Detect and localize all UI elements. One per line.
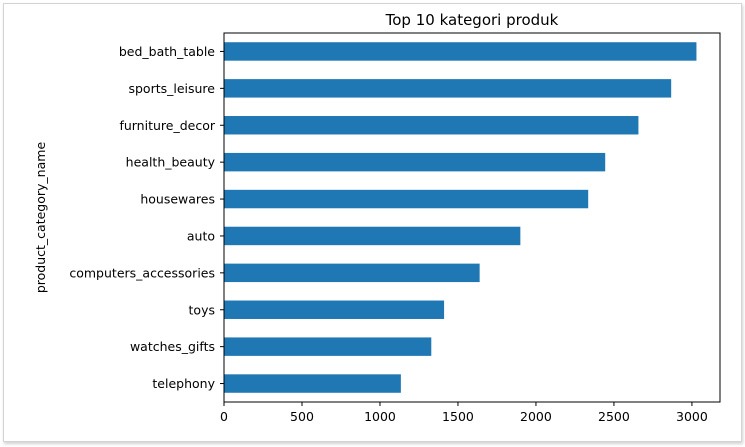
plot-area-frame <box>223 32 721 403</box>
y-tick-label-watches_gifts: watches_gifts <box>130 339 215 354</box>
x-tick-label-0: 0 <box>220 409 228 424</box>
chart-frame <box>3 3 742 442</box>
bar-toys <box>224 300 445 319</box>
x-tick-label-500: 500 <box>290 409 314 424</box>
y-axis-ticks: bed_bath_table sports_leisure furniture_de… <box>69 44 224 391</box>
bar-bed_bath_table <box>224 42 697 61</box>
x-tick-label-1000: 1000 <box>364 409 396 424</box>
y-tick-label-bed_bath_table: bed_bath_table <box>119 44 215 59</box>
y-tick-label-sports_leisure: sports_leisure <box>128 81 215 96</box>
x-axis-ticks: 0 500 1000 1500 2000 2500 3000 <box>220 402 708 424</box>
y-tick-label-furniture_decor: furniture_decor <box>119 118 215 133</box>
bar-housewares <box>224 189 589 209</box>
y-tick-label-housewares: housewares <box>140 192 215 207</box>
bar-furniture_decor <box>224 116 639 135</box>
bar-sports_leisure <box>224 79 672 98</box>
bar-auto <box>224 226 521 246</box>
y-tick-label-auto: auto <box>187 228 215 243</box>
y-tick-label-health_beauty: health_beauty <box>126 155 216 170</box>
y-tick-label-telephony: telephony <box>152 376 215 391</box>
x-tick-label-2000: 2000 <box>520 409 552 424</box>
bars-group <box>224 42 697 393</box>
y-tick-label-computers_accessories: computers_accessories <box>69 265 215 280</box>
chart-title: Top 10 kategori produk <box>385 11 559 29</box>
bar-health_beauty <box>224 152 606 172</box>
y-tick-label-toys: toys <box>189 302 215 317</box>
bar-computers_accessories <box>224 263 480 283</box>
x-tick-label-2500: 2500 <box>598 409 630 424</box>
x-tick-label-1500: 1500 <box>442 409 474 424</box>
y-axis-label: product_category_name <box>33 142 48 294</box>
bar-watches_gifts <box>224 337 432 356</box>
bar-telephony <box>224 374 401 393</box>
x-tick-label-3000: 3000 <box>676 409 708 424</box>
